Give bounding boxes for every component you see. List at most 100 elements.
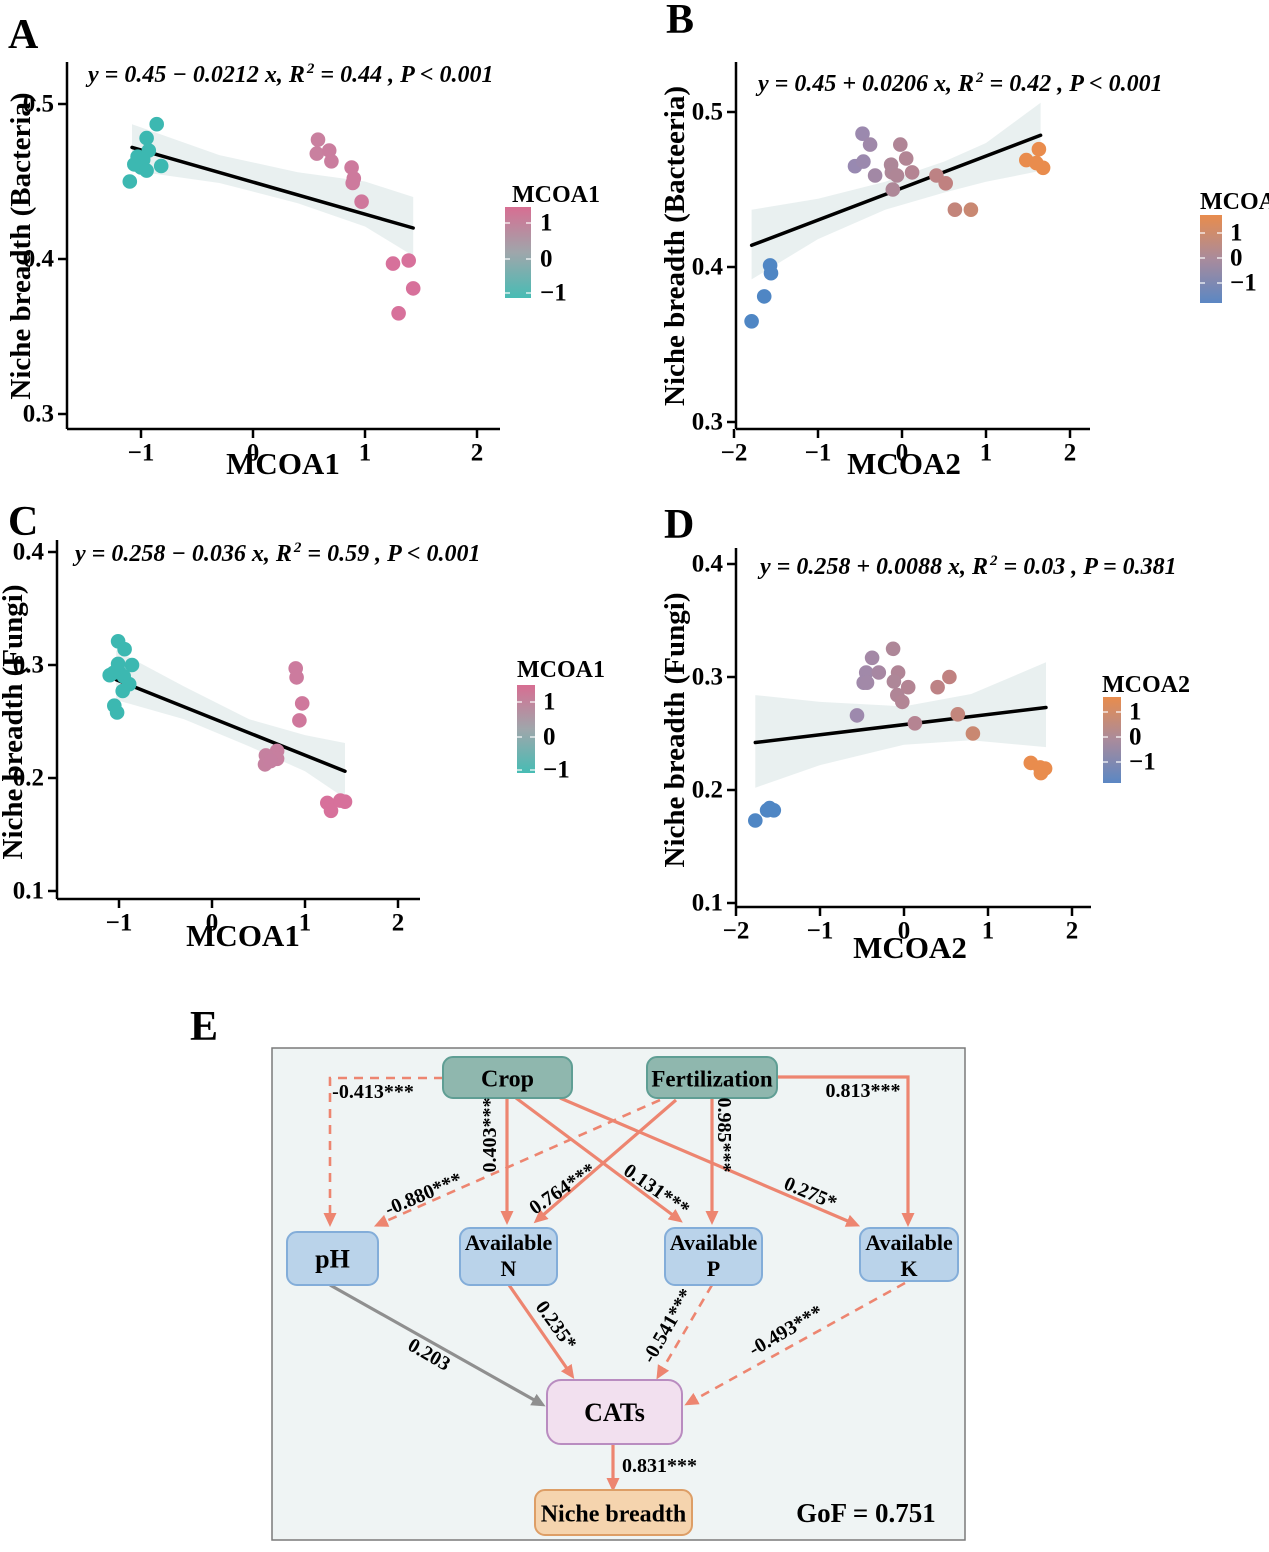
scatter-point — [856, 154, 871, 169]
legend-tick-label: 0 — [540, 246, 553, 273]
x-tick-label: 0 — [247, 440, 260, 467]
scatter-point — [117, 641, 132, 657]
sem-edge-label-fert-ap: 0.985*** — [713, 1098, 735, 1173]
gof-text: GoF = 0.751 — [796, 1498, 936, 1528]
sem-node-label-ak: Available K — [865, 1230, 953, 1281]
scatter-point — [907, 716, 923, 731]
scatter-point — [345, 175, 361, 191]
x-tick-label: 1 — [980, 440, 993, 467]
y-tick-label: 0.3 — [13, 652, 44, 679]
scatter-point — [862, 137, 878, 152]
x-tick-label: 0 — [898, 918, 911, 945]
sem-node-box-cats — [546, 1379, 683, 1445]
sem-node-box-nb — [534, 1489, 693, 1536]
y-tick-label: 0.5 — [23, 91, 54, 118]
sem-edge-label-crop-ph: -0.413*** — [332, 1081, 414, 1103]
regression-line — [114, 677, 347, 773]
sem-frame — [271, 1047, 966, 1541]
sem-node-fert: Fertilization — [646, 1056, 778, 1099]
sem-edge-label-cats-nb: 0.831*** — [622, 1455, 697, 1477]
x-tick-label: −2 — [721, 440, 748, 467]
y-tick-label: 0.4 — [13, 539, 45, 566]
panel-e: E Crop Fertilization pH Available N Available P… — [190, 1004, 966, 1541]
scatter-point — [766, 803, 782, 818]
y-tick-label: 0.1 — [692, 890, 723, 917]
legend-title: MCOA2 — [1200, 189, 1269, 215]
sem-edge-fert-ak — [777, 1075, 915, 1227]
scatter-point — [391, 306, 406, 321]
sem-node-label-nb: Niche breadth — [541, 1502, 687, 1528]
x-tick-label: 0 — [206, 910, 219, 937]
scatter-point — [950, 707, 966, 722]
scatter-point — [139, 130, 154, 146]
scatter-point — [885, 182, 901, 197]
scatter-point — [139, 163, 154, 178]
legend-colorbar — [1200, 215, 1222, 303]
scatter-point — [1031, 141, 1047, 157]
x-tick-label: −1 — [805, 440, 832, 467]
legend-title: MCOA2 — [1102, 672, 1190, 698]
scatter-point — [310, 132, 326, 147]
sem-node-ak: Available K — [859, 1227, 959, 1282]
legend-colorbar — [1103, 697, 1121, 783]
y-tick-label: 0.2 — [692, 777, 723, 804]
scatter-point — [744, 314, 759, 329]
scatter-point — [893, 137, 908, 152]
sem-node-label-crop: Crop — [481, 1067, 534, 1093]
sem-node-label-ph: pH — [315, 1245, 350, 1274]
legend-tick-label: −1 — [540, 280, 567, 307]
scatter-point — [763, 265, 779, 281]
scatter-point — [122, 174, 138, 189]
scatter-point — [871, 665, 887, 680]
scatter-point — [115, 683, 130, 699]
y-tick-label: 0.3 — [692, 664, 723, 691]
scatter-point — [405, 281, 421, 296]
scatter-point — [849, 708, 865, 723]
scatter-point — [886, 674, 902, 689]
panel-letter: B — [666, 0, 694, 43]
sem-node-box-fert — [646, 1056, 778, 1099]
scatter-point — [904, 165, 920, 180]
panel-letter: C — [8, 499, 38, 545]
x-tick-label: 2 — [392, 910, 405, 937]
y-tick-label: 0.3 — [692, 409, 723, 436]
sem-node-cats: CATs — [546, 1379, 683, 1445]
y-tick-label: 0.4 — [692, 254, 724, 281]
y-tick-label: 0.5 — [692, 99, 723, 126]
y-tick-label: 0.4 — [23, 246, 55, 273]
panel-c: −1 0 1 2 0.1 0.2 0.3 0.4 MCOA1 Niche breadth (Fun… — [0, 499, 605, 953]
scatter-point — [898, 151, 914, 166]
legend-tick-label: −1 — [1230, 270, 1257, 297]
scatter-point — [102, 667, 117, 683]
scatter-point — [354, 194, 369, 209]
sem-edge-crop-ph — [323, 1076, 443, 1227]
sem-edge-ap-cats — [656, 1284, 714, 1380]
scatter-point — [942, 669, 957, 685]
sem-node-ph: pH — [286, 1231, 379, 1286]
sem-edge-ak-cats — [684, 1281, 906, 1406]
sem-node-label-an: Available N — [465, 1230, 553, 1281]
scatter-point — [109, 705, 125, 720]
scatter-point — [859, 675, 875, 690]
panel-letter: E — [190, 1004, 218, 1050]
legend-tick-label: 1 — [1230, 220, 1243, 247]
y-tick-label: 0.1 — [13, 878, 44, 905]
legend-tick-label: −1 — [543, 757, 570, 784]
scatter-point — [756, 289, 772, 304]
regression-line — [130, 145, 415, 230]
legend-tick-label: 1 — [1129, 699, 1142, 726]
x-tick-label: −2 — [723, 918, 750, 945]
legend-title: MCOA1 — [512, 182, 600, 208]
scatter-point — [289, 670, 304, 685]
legend-colorbar — [517, 685, 535, 773]
scatter-point — [292, 713, 307, 728]
scatter-point — [124, 657, 140, 673]
sem-node-ap: Available P — [664, 1227, 763, 1286]
scatter-point — [947, 202, 963, 217]
scatter-point — [294, 696, 310, 711]
